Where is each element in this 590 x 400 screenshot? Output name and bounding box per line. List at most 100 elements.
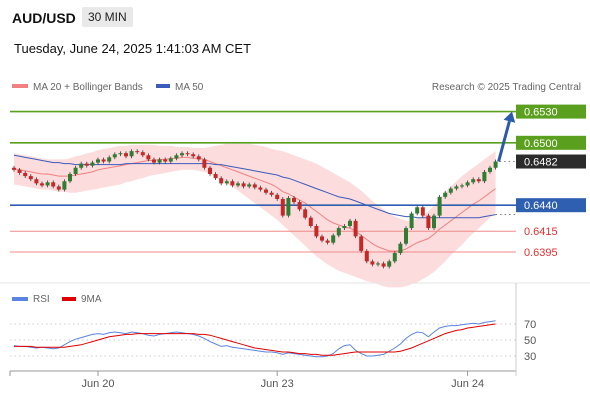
credit-text: Research © 2025 Trading Central bbox=[432, 82, 581, 93]
candle-body bbox=[275, 194, 280, 199]
candle-body bbox=[342, 226, 347, 229]
candle-body bbox=[308, 217, 313, 226]
candle-body bbox=[264, 189, 268, 193]
candle-body bbox=[107, 157, 112, 162]
resistance-tag bbox=[516, 104, 586, 119]
ma50-legend-label: MA 50 bbox=[175, 82, 204, 93]
candle-body bbox=[460, 185, 464, 187]
candle-body bbox=[381, 263, 386, 267]
candle-body bbox=[426, 215, 431, 229]
candle-body bbox=[314, 226, 319, 237]
rsi-ma-line bbox=[14, 323, 496, 356]
candle-body bbox=[409, 213, 414, 229]
candle-body bbox=[180, 153, 184, 156]
candle-body bbox=[404, 228, 408, 244]
price-levels: 0.6530 0.6500 0.6482 0.6440 0.6415 0.6395 bbox=[10, 104, 586, 259]
candle-body bbox=[476, 179, 481, 182]
rsi-legend-label: RSI bbox=[33, 294, 50, 305]
candle-body bbox=[101, 159, 106, 162]
candle-body bbox=[353, 220, 358, 237]
candle-body bbox=[448, 188, 453, 193]
candle-body bbox=[230, 181, 235, 186]
candle-body bbox=[269, 192, 274, 195]
candle-body bbox=[331, 235, 336, 243]
candle-body bbox=[370, 261, 375, 265]
candle-body bbox=[118, 153, 123, 155]
candle-body bbox=[140, 152, 145, 156]
last-price-label: 0.6482 bbox=[524, 157, 558, 169]
candle-body bbox=[124, 153, 128, 157]
resistance-label: 0.6500 bbox=[524, 138, 558, 150]
candle-body bbox=[359, 236, 364, 251]
candle-body bbox=[12, 167, 16, 170]
candle-body bbox=[28, 176, 33, 180]
candle-body bbox=[320, 236, 324, 241]
candle-body bbox=[23, 172, 28, 177]
ma20-line bbox=[13, 156, 496, 252]
support-label: 0.6415 bbox=[524, 226, 558, 238]
candle-body bbox=[135, 151, 140, 153]
candle-body bbox=[488, 167, 492, 172]
forecast-arrow-head bbox=[503, 111, 516, 123]
timeframe-badge[interactable]: 30 MIN bbox=[82, 7, 133, 27]
candle-body bbox=[420, 207, 425, 216]
candle-body bbox=[112, 154, 117, 158]
forecast-arrow-line bbox=[497, 120, 511, 162]
candle-body bbox=[51, 182, 56, 187]
candle-body bbox=[493, 161, 498, 168]
rsi-line bbox=[13, 320, 496, 358]
ma20-legend-label: MA 20 + Bollinger Bands bbox=[33, 82, 143, 93]
rsi-ma-legend-swatch bbox=[62, 297, 76, 301]
resistance-tag bbox=[516, 135, 586, 150]
candle-body bbox=[325, 240, 330, 243]
candles bbox=[12, 149, 498, 269]
last-price-tag bbox=[516, 154, 586, 169]
candle-body bbox=[163, 159, 168, 162]
resistance-label: 0.6530 bbox=[524, 107, 558, 119]
candle-body bbox=[90, 162, 95, 166]
pivot-label: 0.6440 bbox=[524, 200, 558, 212]
candle-body bbox=[40, 183, 44, 186]
candle-body bbox=[348, 220, 352, 226]
rsi-ma-legend-label: 9MA bbox=[81, 294, 102, 305]
candle-body bbox=[443, 192, 448, 197]
rsi-legend-swatch bbox=[12, 297, 28, 301]
candle-body bbox=[482, 171, 487, 182]
candle-body bbox=[96, 159, 100, 163]
candle-body bbox=[392, 253, 397, 262]
candle-body bbox=[280, 198, 285, 216]
candle-body bbox=[191, 154, 196, 157]
candle-body bbox=[168, 158, 173, 162]
candle-body bbox=[432, 215, 436, 229]
candle-body bbox=[286, 197, 291, 216]
candle-body bbox=[437, 196, 442, 216]
pivot-tag bbox=[516, 198, 586, 213]
candle-body bbox=[157, 159, 162, 163]
candle-body bbox=[146, 155, 151, 160]
rsi-tick-label: 70 bbox=[524, 319, 536, 331]
rsi-tick-label: 50 bbox=[524, 335, 536, 347]
candle-body bbox=[17, 169, 22, 173]
candle-body bbox=[73, 167, 78, 174]
rsi-legend: RSI 9MA bbox=[12, 294, 102, 305]
candle-body bbox=[56, 186, 61, 190]
candle-body bbox=[465, 182, 470, 186]
candle-body bbox=[185, 153, 190, 155]
candle-body bbox=[247, 184, 252, 187]
candle-body bbox=[129, 151, 134, 157]
forecast-arrow bbox=[497, 111, 516, 162]
candle-body bbox=[454, 186, 459, 189]
rsi-tick-label: 30 bbox=[524, 351, 536, 363]
candle-body bbox=[196, 156, 201, 160]
x-tick-label: Jun 20 bbox=[81, 378, 114, 390]
x-tick-label: Jun 23 bbox=[261, 378, 294, 390]
symbol-label: AUD/USD bbox=[12, 10, 76, 26]
candle-body bbox=[202, 159, 207, 168]
candle-body bbox=[213, 174, 218, 179]
candle-body bbox=[45, 182, 50, 186]
candle-body bbox=[364, 250, 369, 262]
ma50-legend-swatch bbox=[156, 84, 170, 88]
candle-body bbox=[376, 263, 380, 265]
x-tick-label: Jun 24 bbox=[451, 378, 484, 390]
